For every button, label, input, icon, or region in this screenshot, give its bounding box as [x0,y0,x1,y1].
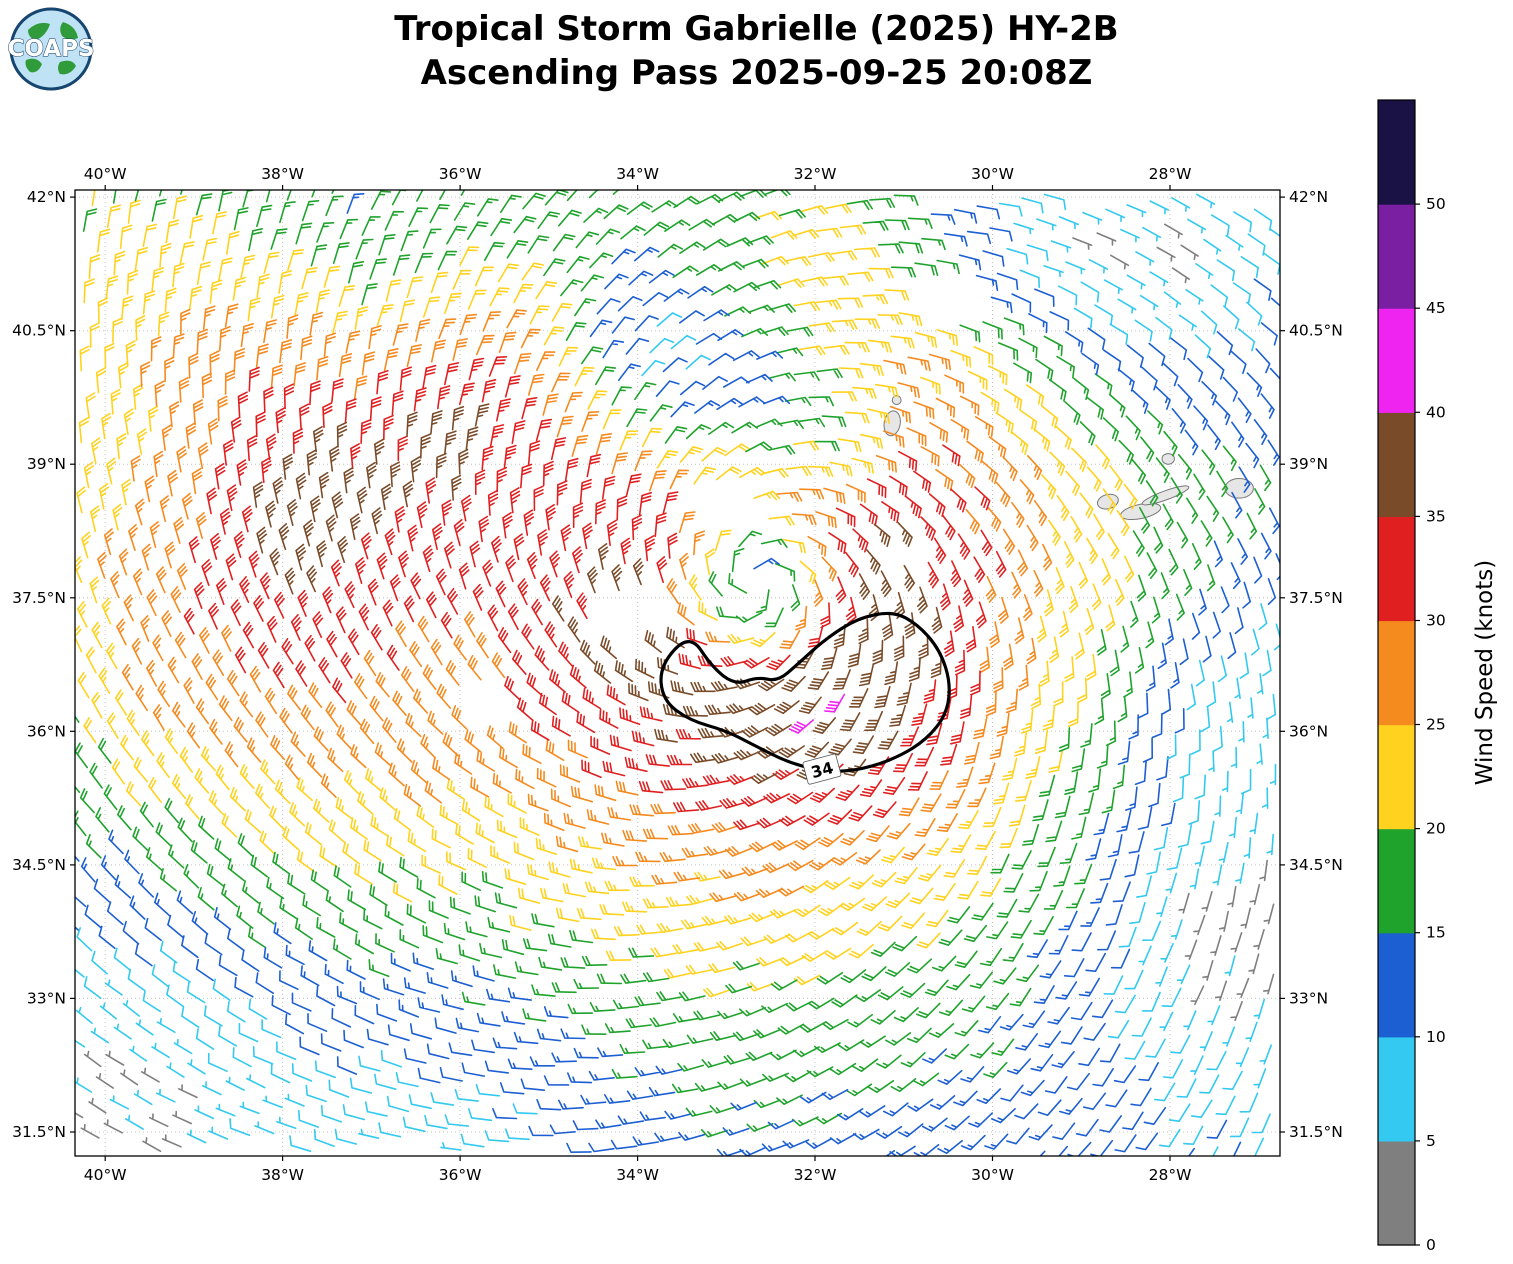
x-tick-label-bottom: 36°W [439,1166,482,1184]
y-tick-label-left: 34.5°N [12,856,66,874]
x-tick-label-top: 38°W [261,165,304,183]
wind-barbs [252,403,943,784]
island [891,395,902,406]
globe-land [25,58,42,73]
wind-barbs [788,693,846,734]
colorbar-tick-label: 45 [1426,299,1446,317]
title-block: Tropical Storm Gabrielle (2025) HY-2B As… [0,8,1513,95]
colorbar-frame [1377,99,1416,1246]
colorbar-tick-label: 25 [1426,716,1446,734]
colorbar-tick-label: 15 [1426,924,1446,942]
wind-barbs [183,356,1007,831]
x-tick-label-bottom: 38°W [261,1166,304,1184]
y-tick-label-right: 34.5°N [1289,856,1343,874]
colorbar-segment [1378,1140,1415,1246]
contour-label: 34 [802,753,842,785]
x-tick-label-top: 30°W [971,165,1014,183]
colorbar-segment [1378,100,1415,205]
y-tick-label-left: 31.5°N [12,1123,66,1141]
wind-barbs [75,193,1280,1156]
colorbar-tick-label: 35 [1426,507,1446,525]
colorbar-axis-label: Wind Speed (knots) [1472,560,1498,785]
islands [883,395,1254,521]
globe-land [58,60,76,75]
coaps-logo: COAPS [7,6,95,92]
chart-title: Tropical Storm Gabrielle (2025) HY-2B [394,9,1119,49]
wind-barbs [75,190,1272,1138]
island [1224,478,1254,499]
globe-land [28,22,50,40]
colorbar-segment [1378,724,1415,830]
colorbar-tick-label: 0 [1426,1236,1436,1254]
contour-34kt [659,611,951,773]
colorbar-tick-label: 40 [1426,403,1446,421]
coaps-logo-text: COAPS [8,36,94,62]
x-tick-label-top: 34°W [616,165,659,183]
wind-barbs [97,303,1053,903]
grid-lines [75,190,1280,1156]
x-tick-label-top: 40°W [84,165,127,183]
y-tick-label-right: 40.5°N [1289,322,1343,340]
colorbar-tick-label: 50 [1426,195,1446,213]
y-tick-label-right: 36°N [1289,722,1328,740]
y-tick-label-left: 39°N [27,455,66,473]
y-tick-label-left: 36°N [27,722,66,740]
island [1161,453,1175,465]
y-tick-label-right: 31.5°N [1289,1123,1343,1141]
wind-barbs [75,190,1138,998]
colorbar-segment [1378,412,1415,517]
x-tick-label-top: 28°W [1149,165,1192,183]
y-tick-label-right: 37.5°N [1289,589,1343,607]
colorbar-segment [1378,308,1415,413]
map-frame [74,189,1281,1157]
globe-land [60,22,78,40]
wind-barbs [75,223,1275,1152]
colorbar-segment [1378,516,1415,622]
x-tick-label-top: 32°W [794,165,837,183]
y-tick-label-left: 40.5°N [12,322,66,340]
colorbar-segment [1378,932,1415,1038]
axis-tick-labels: 40°W 40°W 38°W 38°W 36°W 36°W 34°W 34°W 32°W 32°W… [12,165,1343,1184]
colorbar-segment [1378,1036,1415,1142]
colorbar-tick-label: 20 [1426,820,1446,838]
x-tick-label-bottom: 30°W [971,1166,1014,1184]
x-tick-label-top: 36°W [439,165,482,183]
y-tick-label-left: 33°N [27,989,66,1007]
y-tick-label-right: 42°N [1289,188,1328,206]
x-tick-label-bottom: 28°W [1149,1166,1192,1184]
colorbar-tick-label: 5 [1426,1132,1436,1150]
colorbar-segment [1378,620,1415,726]
x-tick-label-bottom: 34°W [616,1166,659,1184]
y-tick-label-left: 37.5°N [12,589,66,607]
x-tick-label-bottom: 32°W [794,1166,837,1184]
colorbar: 0 5 10 15 20 25 30 35 40 45 50 Wind Speed (knots) [1377,99,1498,1254]
coaps-logo-graphic: COAPS [7,7,95,91]
y-tick-label-right: 33°N [1289,989,1328,1007]
y-tick-label-left: 42°N [27,188,66,206]
axis-ticks [70,185,1285,1161]
colorbar-segment [1378,828,1415,934]
wind-barbs [75,193,1280,1156]
colorbar-segment [1378,204,1415,309]
y-tick-label-right: 39°N [1289,455,1328,473]
wind-barbs-layer [75,190,1280,1156]
colorbar-tick-label: 30 [1426,612,1446,630]
colorbar-tick-label: 10 [1426,1028,1446,1046]
x-tick-label-bottom: 40°W [84,1166,127,1184]
island [1141,485,1190,506]
chart-subtitle: Ascending Pass 2025-09-25 20:08Z [420,52,1093,93]
